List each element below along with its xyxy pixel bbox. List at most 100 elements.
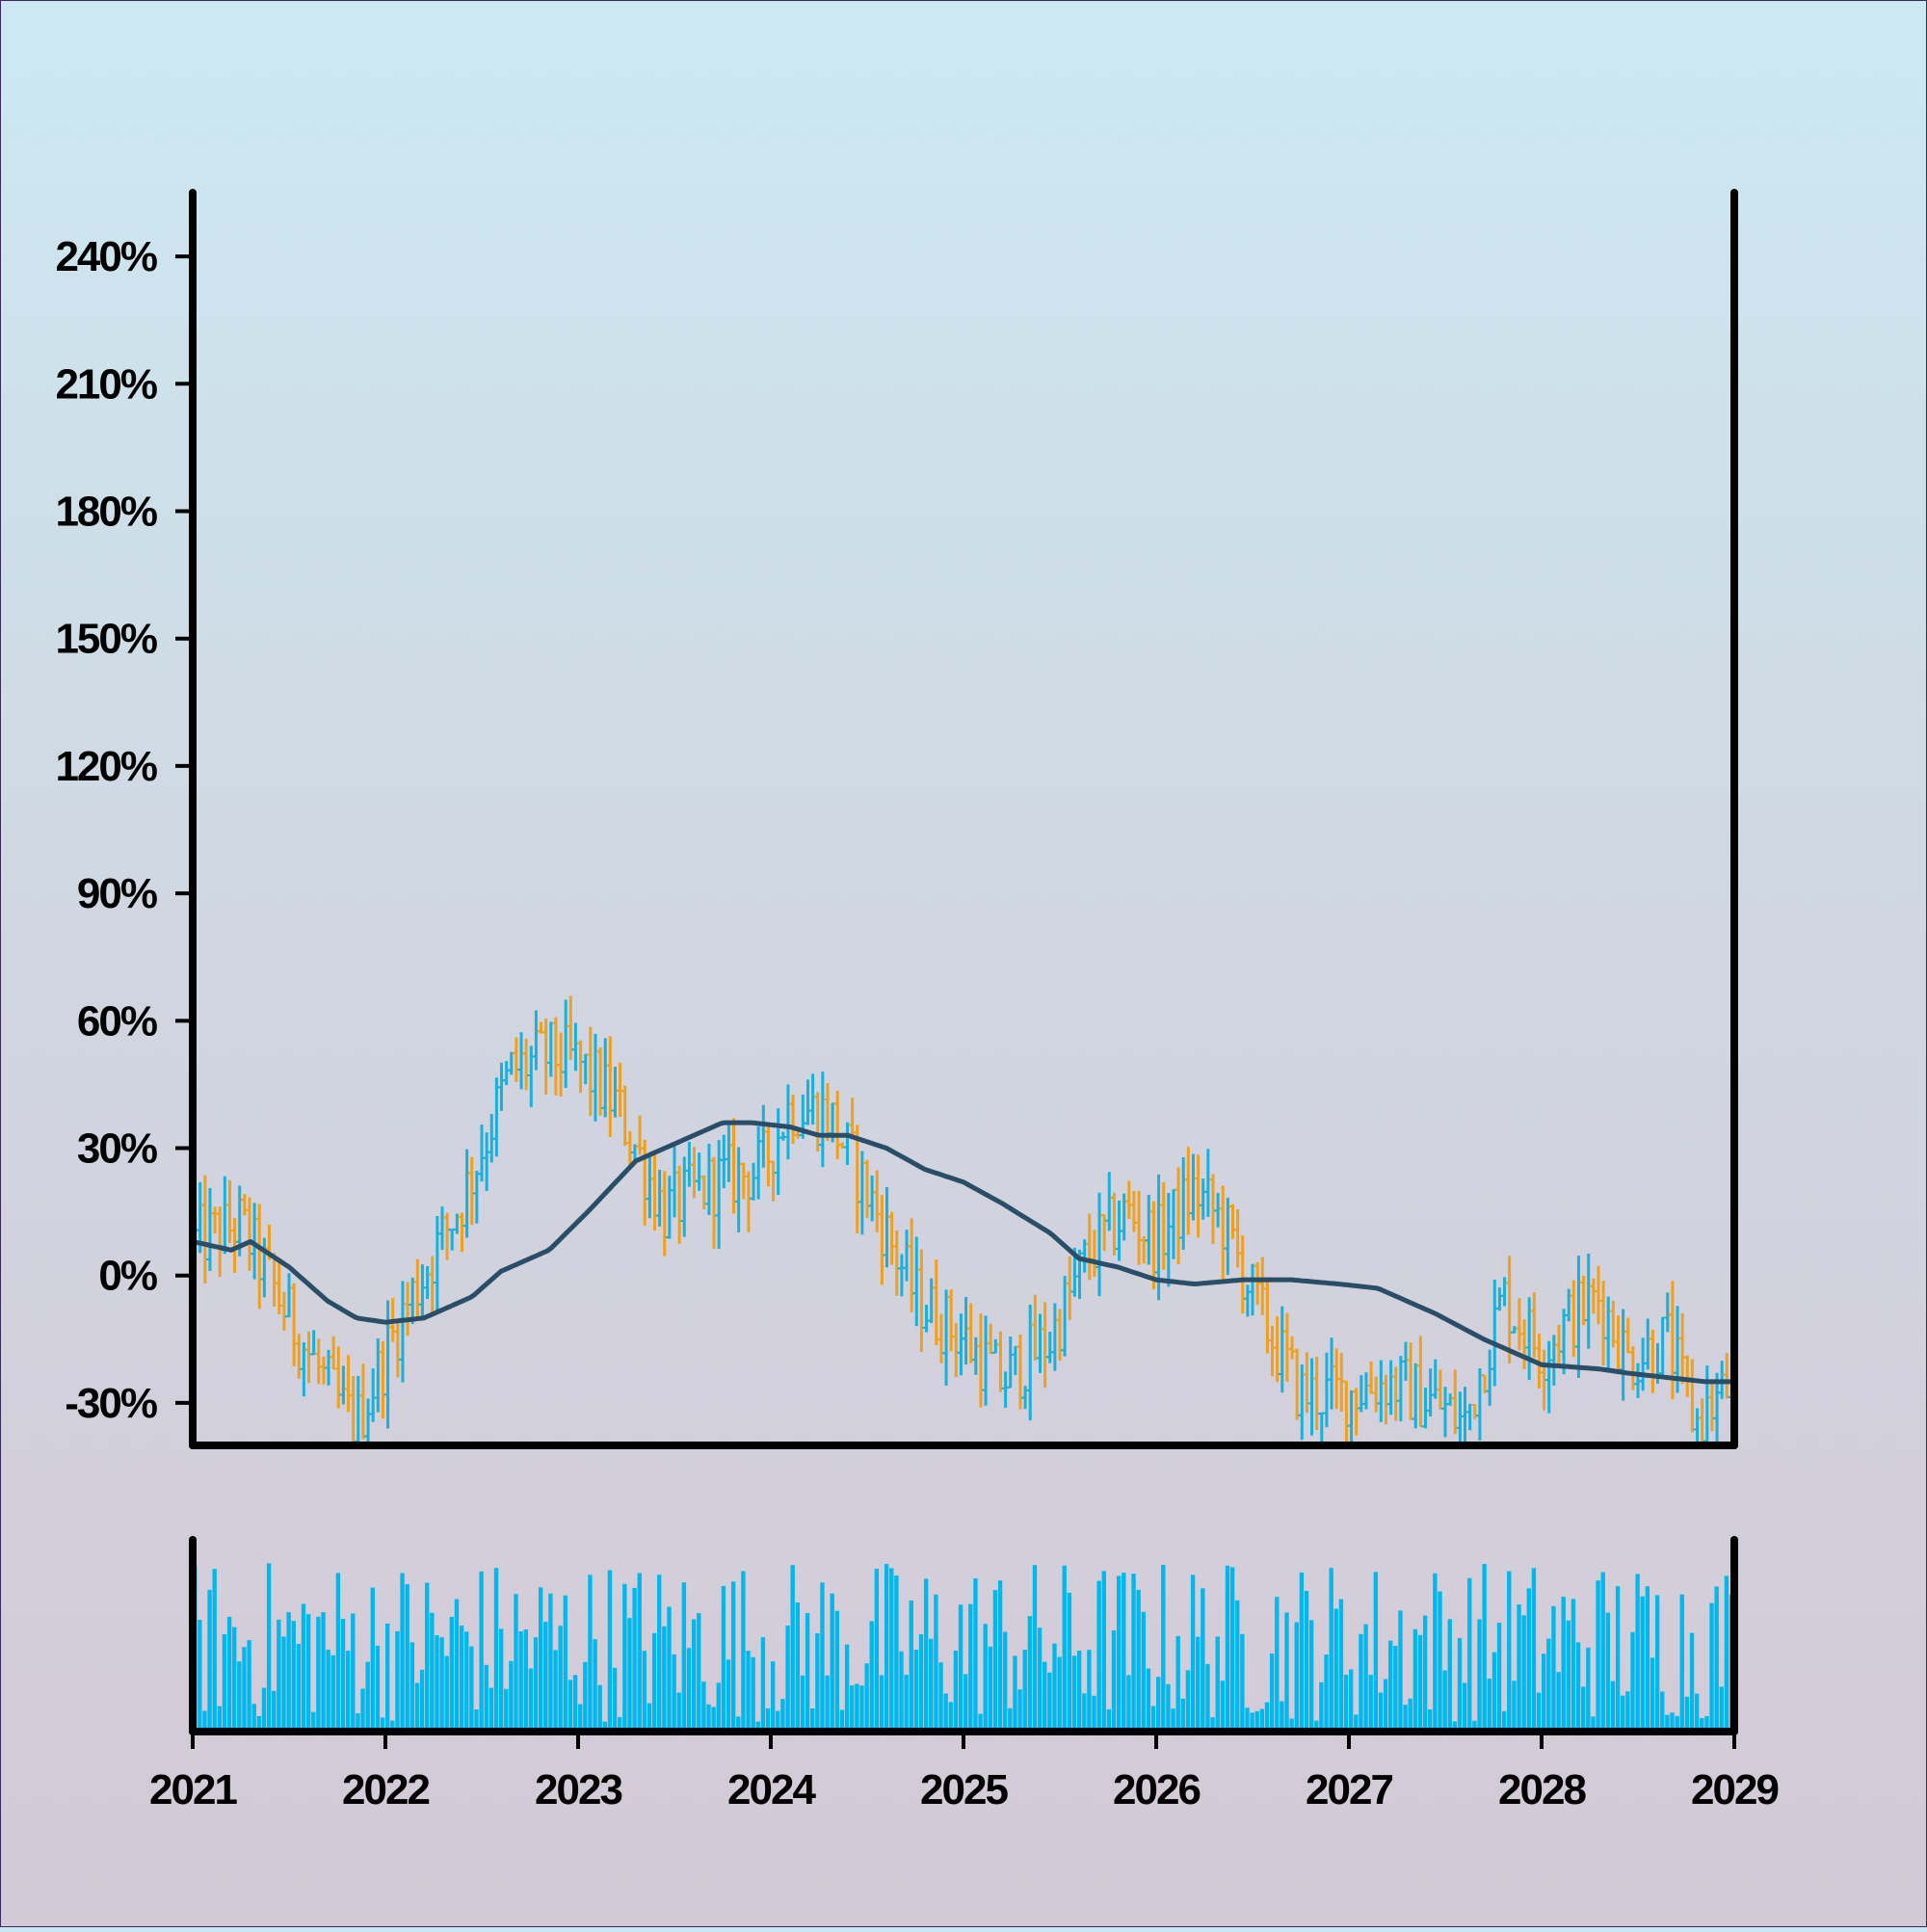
volume-bar [226,1616,232,1732]
volume-bar [523,1628,528,1732]
ohlc-bar [843,1122,852,1165]
volume-bar [375,1645,381,1732]
volume-bar [1304,1590,1309,1732]
ohlc-bar [334,1346,343,1409]
volume-bar [706,1704,711,1732]
volume-bar [1536,1692,1542,1732]
volume-bar [1359,1633,1363,1732]
ohlc-bar [660,1171,669,1257]
ohlc-bar [878,1195,886,1285]
ohlc-bar [279,1291,288,1331]
volume-bar [400,1573,405,1732]
volume-bar [212,1569,217,1732]
ohlc-bar [739,1162,748,1200]
volume-bar [697,1613,701,1732]
ohlc-bar [892,1230,901,1296]
ohlc-bar [358,1363,367,1440]
ohlc-bar [1268,1326,1277,1377]
volume-bar [1289,1718,1294,1732]
ohlc-bar [1184,1147,1193,1235]
ohlc-bar [991,1338,1000,1354]
ohlc-bar [744,1171,752,1232]
volume-bar [686,1648,692,1732]
ohlc-bar [1031,1294,1040,1361]
volume-bar [1501,1710,1507,1732]
ohlc-bar [863,1159,871,1219]
ohlc-bar [813,1092,822,1152]
x-tick-label: 2021 [149,1766,237,1813]
volume-bar [1215,1636,1220,1732]
ohlc-bar [364,1398,373,1445]
volume-bar [474,1709,479,1732]
ohlc-bar [541,1019,550,1095]
volume-bar [1324,1654,1329,1732]
volume-bar [647,1703,652,1732]
volume-bar [277,1619,281,1732]
ohlc-bar [413,1258,422,1320]
volume-bar [1122,1573,1126,1732]
ohlc-bar [818,1072,827,1168]
ohlc-bar [601,1038,610,1118]
ohlc-bar [1713,1372,1722,1445]
ohlc-bar [1199,1178,1207,1220]
ohlc-bar [1249,1263,1256,1316]
volume-bar [1250,1712,1254,1732]
volume-bar [321,1612,326,1732]
ohlc-bar [1644,1318,1652,1370]
volume-bar [414,1682,420,1732]
x-axis-ticks: 2021 2022 2023 2024 2025 2026 2027 2028 2029 [149,1732,1780,1813]
ohlc-bar [393,1322,402,1378]
ohlc-bar [211,1206,220,1234]
volume-bar [1185,1670,1191,1732]
volume-bar [948,1702,953,1732]
ohlc-bar [1061,1276,1069,1357]
ohlc-bar [462,1149,471,1238]
ohlc-bar [1470,1403,1479,1419]
volume-bar [1689,1632,1695,1732]
ohlc-bar [1663,1292,1672,1333]
ohlc-bar [971,1337,980,1375]
volume-bar [672,1654,676,1732]
volume-bar [1571,1599,1576,1732]
ohlc-bar [216,1206,224,1278]
volume-bar [1561,1597,1566,1732]
ohlc-bar [1619,1309,1627,1401]
volume-bar [934,1594,938,1732]
ohlc-bar [873,1170,882,1232]
volume-bar [1329,1568,1333,1732]
volume-bar [1670,1712,1675,1732]
ohlc-bar [576,1040,585,1094]
volume-bar [958,1604,964,1732]
ohlc-bar [1396,1356,1405,1421]
volume-bar [1240,1633,1245,1732]
x-tick-label: 2027 [1306,1766,1392,1813]
y-tick-label: 120% [55,743,156,790]
volume-bar [632,1587,637,1732]
volume-bar [825,1675,830,1732]
volume-bar [1229,1567,1235,1732]
ohlc-bar [1322,1352,1331,1428]
ohlc-bar [1544,1340,1553,1414]
ohlc-bar [976,1313,985,1408]
volume-bar [651,1632,657,1732]
volume-bar [1383,1679,1388,1732]
volume-bar [726,1659,731,1732]
ohlc-bar [1090,1230,1098,1278]
ohlc-bar [1594,1265,1602,1325]
volume-bar [597,1684,602,1732]
volume-bar [247,1640,251,1732]
ohlc-bar [1486,1349,1494,1406]
volume-bar [815,1633,820,1732]
ohlc-bar [769,1160,778,1202]
volume-bar [1308,1620,1314,1732]
axes-group [189,189,1738,1735]
ohlc-bar [1446,1393,1455,1406]
ohlc-bar [1623,1317,1632,1354]
volume-bar [1393,1646,1398,1732]
ohlc-bar [404,1282,412,1337]
ohlc-bar [932,1259,940,1346]
volume-bar [790,1565,795,1732]
ohlc-bar [309,1330,318,1356]
ohlc-bar [1357,1375,1365,1413]
